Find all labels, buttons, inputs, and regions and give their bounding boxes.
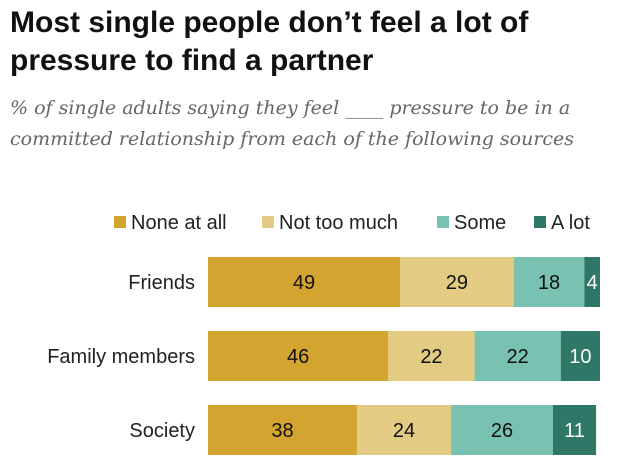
bar-society-not-too-much — [356, 405, 452, 455]
value-label-society-none-at-all: 38 — [271, 420, 293, 442]
legend-swatch-not-too-much — [262, 216, 274, 228]
value-label-family-members-not-too-much: 22 — [420, 346, 442, 368]
value-label-friends-not-too-much: 29 — [446, 272, 468, 294]
bar-family-members-some — [474, 331, 561, 381]
legend-label-none-at-all: None at all — [131, 212, 227, 234]
chart-title: Most single people don’t feel a lot of p… — [10, 6, 529, 77]
legend-label-not-too-much: Not too much — [279, 212, 398, 234]
bar-society-none-at-all — [208, 405, 357, 455]
bar-family-members-a-lot — [560, 331, 600, 381]
bar-friends-none-at-all — [208, 257, 401, 307]
value-label-society-some: 26 — [491, 420, 513, 442]
bar-friends-a-lot — [584, 257, 600, 307]
bar-friends-some — [513, 257, 585, 307]
legend-swatch-none-at-all — [114, 216, 126, 228]
legend-label-a-lot: A lot — [551, 212, 590, 234]
row-label-family-members: Family members — [47, 346, 195, 368]
chart-subtitle: % of single adults saying they feel ____… — [10, 97, 575, 150]
legend-swatch-a-lot — [534, 216, 546, 228]
bar-society-some — [451, 405, 553, 455]
bar-society-a-lot — [552, 405, 597, 455]
value-label-society-a-lot: 11 — [564, 420, 585, 442]
value-label-friends-some: 18 — [538, 272, 560, 294]
value-label-friends-none-at-all: 49 — [293, 272, 315, 294]
value-label-family-members-none-at-all: 46 — [287, 346, 309, 368]
value-label-family-members-a-lot: 10 — [569, 346, 591, 368]
legend-swatch-some — [437, 216, 449, 228]
row-label-friends: Friends — [128, 272, 195, 294]
value-label-friends-a-lot: 4 — [587, 272, 598, 294]
value-label-society-not-too-much: 24 — [393, 420, 415, 442]
value-label-family-members-some: 22 — [507, 346, 529, 368]
bar-family-members-none-at-all — [208, 331, 389, 381]
legend-label-some: Some — [454, 212, 506, 234]
bar-friends-not-too-much — [400, 257, 514, 307]
bar-family-members-not-too-much — [388, 331, 475, 381]
row-label-society: Society — [129, 420, 195, 442]
